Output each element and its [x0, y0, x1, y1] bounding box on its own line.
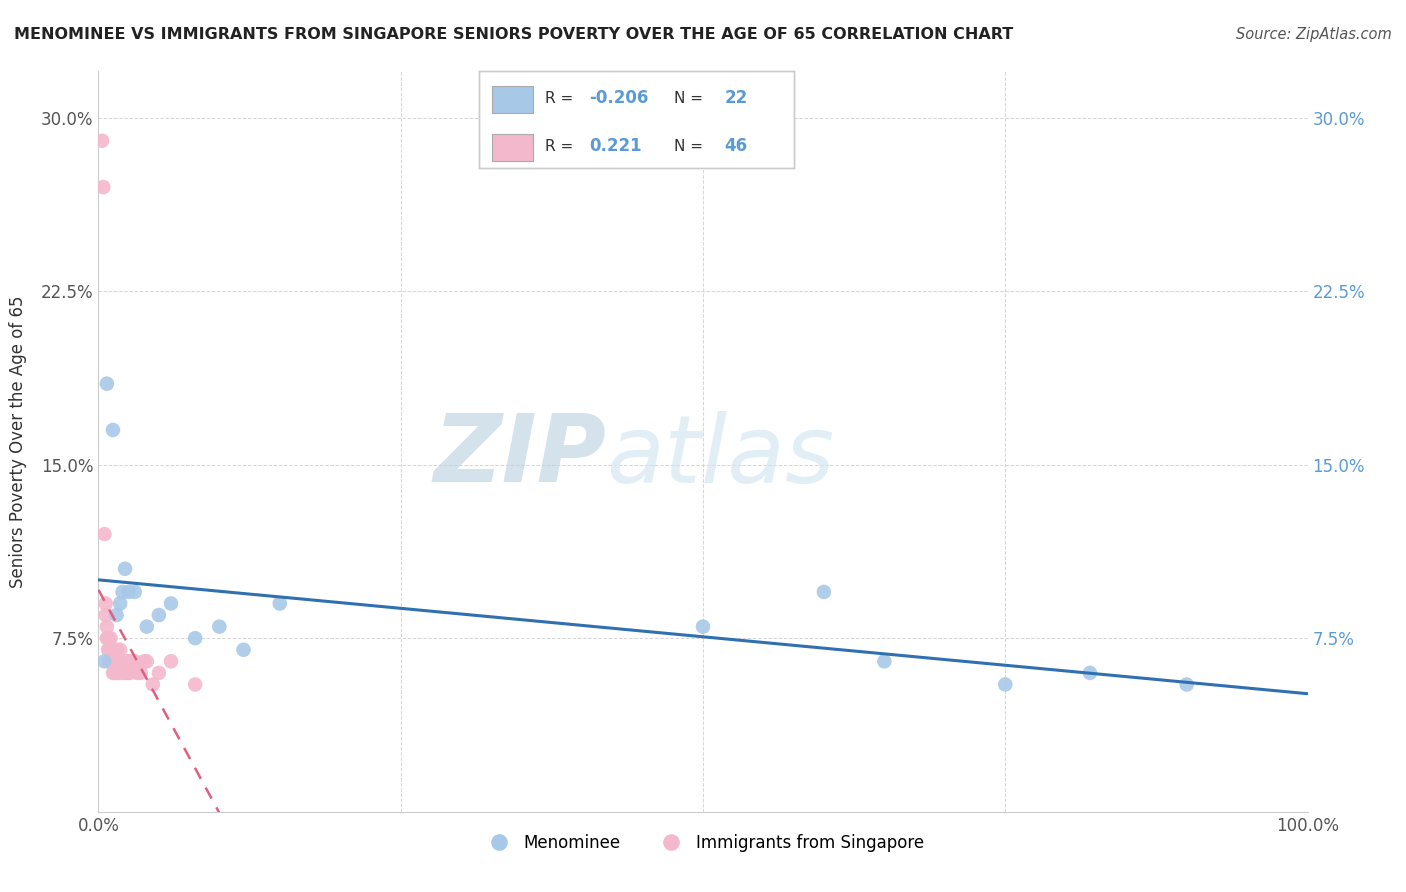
- Point: [98, 654, 121, 668]
- Point: [100, 642, 122, 657]
- Point: [104, 654, 127, 668]
- Point: [114, 665, 136, 680]
- Point: [101, 423, 124, 437]
- Point: [124, 654, 146, 668]
- Point: [121, 654, 143, 668]
- Point: [98, 642, 121, 657]
- Point: [148, 665, 170, 680]
- Point: [105, 654, 128, 668]
- Point: [101, 665, 124, 680]
- Point: [111, 654, 134, 668]
- Point: [104, 665, 127, 680]
- Point: [108, 642, 131, 657]
- Point: [94, 597, 117, 611]
- Point: [873, 654, 896, 668]
- Point: [1078, 665, 1101, 680]
- Point: [103, 654, 125, 668]
- Point: [101, 654, 124, 668]
- Point: [184, 677, 207, 691]
- Point: [160, 654, 183, 668]
- Point: [135, 619, 157, 633]
- Point: [124, 585, 146, 599]
- Point: [994, 677, 1017, 691]
- Point: [96, 631, 118, 645]
- Point: [208, 619, 231, 633]
- Point: [134, 654, 156, 668]
- Text: atlas: atlas: [606, 411, 835, 502]
- Point: [148, 608, 170, 623]
- Text: MENOMINEE VS IMMIGRANTS FROM SINGAPORE SENIORS POVERTY OVER THE AGE OF 65 CORREL: MENOMINEE VS IMMIGRANTS FROM SINGAPORE S…: [14, 27, 1014, 42]
- Point: [91, 180, 114, 194]
- Point: [107, 665, 129, 680]
- Point: [118, 654, 141, 668]
- Point: [93, 527, 115, 541]
- Point: [184, 631, 207, 645]
- Text: Source: ZipAtlas.com: Source: ZipAtlas.com: [1236, 27, 1392, 42]
- Point: [108, 597, 131, 611]
- Point: [110, 654, 132, 668]
- Point: [160, 597, 183, 611]
- Point: [105, 608, 128, 623]
- Point: [232, 642, 254, 657]
- Point: [105, 642, 128, 657]
- Point: [269, 597, 291, 611]
- Point: [107, 654, 129, 668]
- Point: [100, 631, 122, 645]
- Point: [100, 642, 122, 657]
- Point: [96, 376, 118, 391]
- Point: [108, 654, 131, 668]
- Point: [96, 619, 118, 633]
- Point: [103, 665, 125, 680]
- Point: [1175, 677, 1198, 691]
- Y-axis label: Seniors Poverty Over the Age of 65: Seniors Poverty Over the Age of 65: [8, 295, 27, 588]
- Point: [91, 134, 114, 148]
- Point: [135, 654, 157, 668]
- Point: [111, 665, 134, 680]
- Point: [127, 665, 149, 680]
- Point: [111, 585, 134, 599]
- Point: [93, 654, 115, 668]
- Point: [112, 654, 135, 668]
- Point: [97, 642, 120, 657]
- Point: [94, 608, 117, 623]
- Point: [100, 654, 122, 668]
- Point: [129, 665, 152, 680]
- Point: [117, 665, 139, 680]
- Point: [114, 562, 136, 576]
- Point: [118, 665, 141, 680]
- Point: [115, 654, 138, 668]
- Point: [97, 631, 120, 645]
- Legend: Menominee, Immigrants from Singapore: Menominee, Immigrants from Singapore: [475, 828, 931, 859]
- Text: ZIP: ZIP: [433, 410, 606, 502]
- Point: [692, 619, 714, 633]
- Point: [813, 585, 835, 599]
- Point: [142, 677, 165, 691]
- Point: [118, 585, 141, 599]
